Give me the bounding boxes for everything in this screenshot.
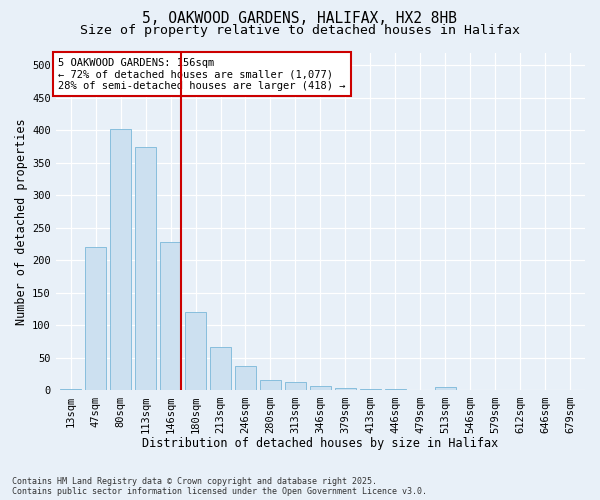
Bar: [210, 347, 231, 391]
Text: Contains HM Land Registry data © Crown copyright and database right 2025.
Contai: Contains HM Land Registry data © Crown c…: [12, 476, 427, 496]
Bar: [434, 386, 456, 390]
Bar: [310, 386, 331, 390]
Bar: [285, 382, 306, 390]
Bar: [60, 389, 82, 390]
Y-axis label: Number of detached properties: Number of detached properties: [15, 118, 28, 325]
Bar: [85, 248, 106, 390]
X-axis label: Distribution of detached houses by size in Halifax: Distribution of detached houses by size …: [142, 437, 499, 450]
Bar: [160, 242, 181, 390]
Text: 5, OAKWOOD GARDENS, HALIFAX, HX2 8HB: 5, OAKWOOD GARDENS, HALIFAX, HX2 8HB: [143, 11, 458, 26]
Bar: [235, 366, 256, 390]
Bar: [110, 129, 131, 390]
Bar: [135, 146, 156, 390]
Bar: [185, 312, 206, 390]
Text: Size of property relative to detached houses in Halifax: Size of property relative to detached ho…: [80, 24, 520, 37]
Bar: [260, 380, 281, 390]
Text: 5 OAKWOOD GARDENS: 156sqm
← 72% of detached houses are smaller (1,077)
28% of se: 5 OAKWOOD GARDENS: 156sqm ← 72% of detac…: [58, 58, 346, 91]
Bar: [335, 388, 356, 390]
Bar: [360, 388, 381, 390]
Bar: [385, 389, 406, 390]
